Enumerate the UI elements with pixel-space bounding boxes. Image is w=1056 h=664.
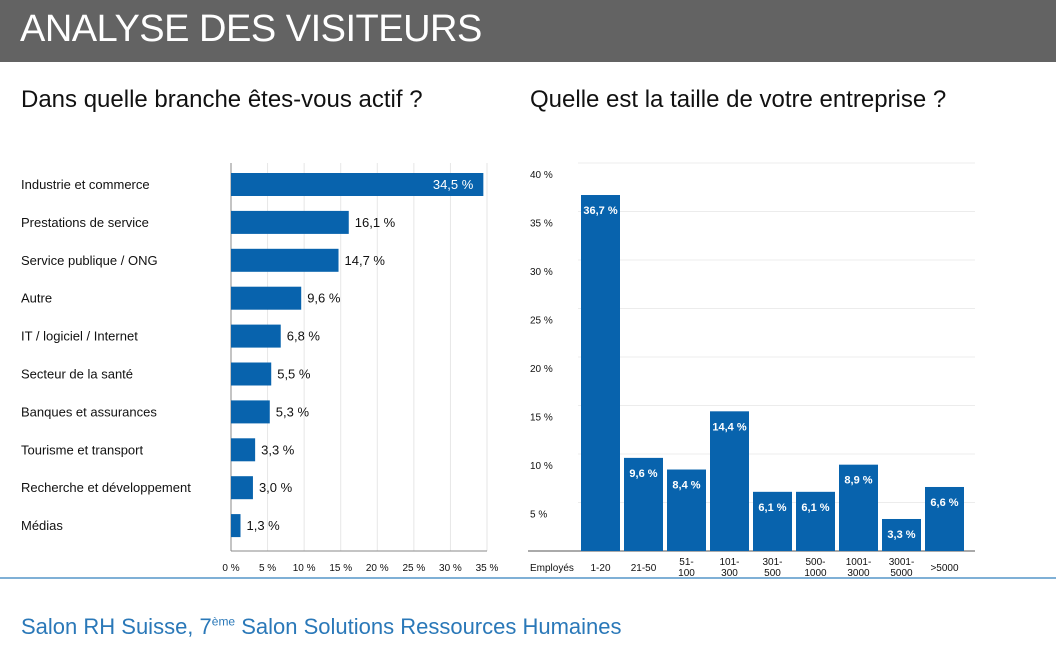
x-tick-label: 500 <box>764 568 781 579</box>
data-label: 36,7 % <box>583 205 617 217</box>
x-tick-label: 3000 <box>847 568 870 579</box>
category-label: Prestations de service <box>21 215 149 230</box>
bar <box>231 248 339 272</box>
chart-title-taille: Quelle est la taille de votre entreprise… <box>530 86 947 113</box>
data-label: 6,1 % <box>801 502 829 514</box>
footer-sup: ème <box>211 614 236 629</box>
y-tick-label: 25 % <box>530 316 553 327</box>
y-tick-label: 15 % <box>530 413 553 424</box>
x-tick-label: 100 <box>678 568 695 579</box>
y-tick-label: 5 % <box>530 510 547 521</box>
x-tick-label: 21-50 <box>631 563 657 574</box>
bar <box>667 469 706 551</box>
y-tick-label: 40 % <box>530 170 553 181</box>
category-label: Tourisme et transport <box>21 442 143 457</box>
category-label: Médias <box>21 518 63 533</box>
data-label: 3,0 % <box>259 480 293 495</box>
bar <box>231 514 241 538</box>
y-tick-label: 20 % <box>530 364 553 375</box>
y-tick-label: 30 % <box>530 267 553 278</box>
x-tick-label: >5000 <box>930 563 959 574</box>
x-tick-label: 101- <box>719 557 739 568</box>
bar <box>231 400 270 424</box>
data-label: 9,6 % <box>307 291 341 306</box>
data-label: 1,3 % <box>247 518 281 533</box>
x-tick-label: 25 % <box>402 563 425 574</box>
data-label: 14,4 % <box>712 421 746 433</box>
bar <box>231 210 349 234</box>
bar <box>231 476 253 500</box>
bar <box>231 324 281 348</box>
category-label: Industrie et commerce <box>21 177 150 192</box>
x-tick-label: 0 % <box>222 563 239 574</box>
bar <box>839 464 878 551</box>
bar <box>231 438 256 462</box>
footer-suffix: Salon Solutions Ressources Humaines <box>235 614 622 639</box>
x-tick-label: 5000 <box>890 568 913 579</box>
category-label: Secteur de la santé <box>21 367 133 382</box>
data-label: 9,6 % <box>629 468 657 480</box>
category-label: IT / logiciel / Internet <box>21 329 138 344</box>
footer-prefix: Salon RH Suisse, 7 <box>21 614 212 639</box>
data-label: 34,5 % <box>433 177 474 192</box>
x-tick-label: 35 % <box>476 563 499 574</box>
bar <box>753 491 792 551</box>
data-label: 6,8 % <box>287 329 321 344</box>
data-label: 14,7 % <box>345 253 386 268</box>
data-label: 5,3 % <box>276 404 310 419</box>
x-tick-label: 301- <box>762 557 782 568</box>
bar <box>882 518 921 551</box>
data-label: 16,1 % <box>355 215 396 230</box>
data-label: 8,9 % <box>844 475 872 487</box>
chart-title-branche: Dans quelle branche êtes-vous actif ? <box>21 86 423 113</box>
x-tick-label: 1001- <box>846 557 872 568</box>
category-label: Recherche et développement <box>21 480 191 495</box>
bar <box>624 457 663 551</box>
category-label: Autre <box>21 291 52 306</box>
bar <box>231 286 302 310</box>
y-tick-label: 35 % <box>530 219 553 230</box>
bar <box>231 362 272 386</box>
data-label: 6,1 % <box>758 502 786 514</box>
x-tick-label: 5 % <box>259 563 276 574</box>
x-axis-title: Employés <box>530 563 574 574</box>
bar <box>796 491 835 551</box>
category-label: Service publique / ONG <box>21 253 158 268</box>
bar <box>581 195 620 551</box>
x-tick-label: 30 % <box>439 563 462 574</box>
footer-divider <box>0 577 1056 579</box>
data-label: 5,5 % <box>277 367 311 382</box>
x-tick-label: 500- <box>805 557 825 568</box>
data-label: 6,6 % <box>930 497 958 509</box>
bar <box>231 173 484 196</box>
x-tick-label: 1-20 <box>590 563 610 574</box>
bar <box>925 486 964 551</box>
bar <box>710 411 749 551</box>
x-tick-label: 10 % <box>293 563 316 574</box>
y-tick-label: 10 % <box>530 461 553 472</box>
header-bar: ANALYSE DES VISITEURS <box>0 0 1056 62</box>
category-label: Banques et assurances <box>21 404 157 419</box>
footer-text: Salon RH Suisse, 7ème Salon Solutions Re… <box>21 614 622 640</box>
page-title: ANALYSE DES VISITEURS <box>20 8 482 50</box>
x-tick-label: 15 % <box>329 563 352 574</box>
x-tick-label: 300 <box>721 568 738 579</box>
x-tick-label: 20 % <box>366 563 389 574</box>
data-label: 3,3 % <box>261 442 295 457</box>
x-tick-label: 1000 <box>804 568 827 579</box>
data-label: 8,4 % <box>672 480 700 492</box>
x-tick-label: 51- <box>679 557 693 568</box>
x-tick-label: 3001- <box>889 557 915 568</box>
data-label: 3,3 % <box>887 529 915 541</box>
